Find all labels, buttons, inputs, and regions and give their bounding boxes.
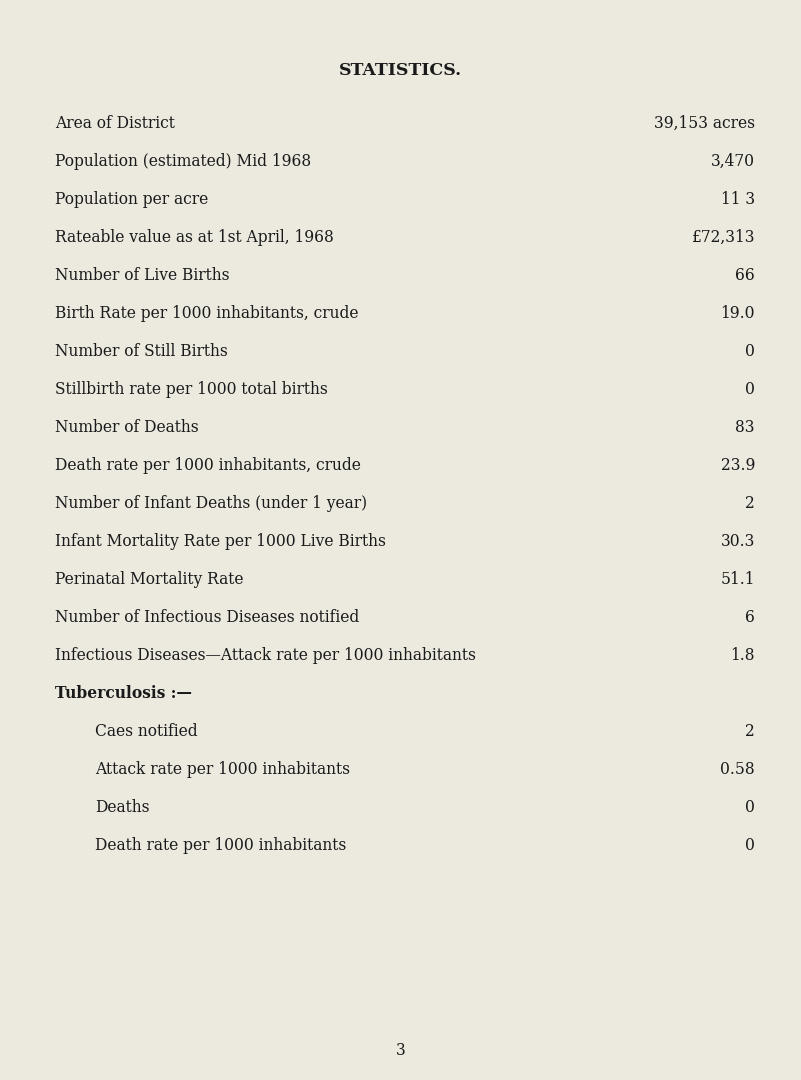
Text: STATISTICS.: STATISTICS. bbox=[339, 62, 462, 79]
Text: Rateable value as at 1st April, 1968: Rateable value as at 1st April, 1968 bbox=[55, 229, 334, 246]
Text: Number of Live Births: Number of Live Births bbox=[55, 267, 230, 284]
Text: 2: 2 bbox=[745, 723, 755, 740]
Text: 39,153 acres: 39,153 acres bbox=[654, 114, 755, 132]
Text: 23.9: 23.9 bbox=[721, 457, 755, 474]
Text: 0: 0 bbox=[745, 343, 755, 360]
Text: Population (estimated) Mid 1968: Population (estimated) Mid 1968 bbox=[55, 153, 311, 170]
Text: 11 3: 11 3 bbox=[721, 191, 755, 208]
Text: Number of Deaths: Number of Deaths bbox=[55, 419, 199, 436]
Text: Deaths: Deaths bbox=[95, 799, 150, 816]
Text: Caes notified: Caes notified bbox=[95, 723, 198, 740]
Text: Number of Infant Deaths (under 1 year): Number of Infant Deaths (under 1 year) bbox=[55, 495, 367, 512]
Text: 66: 66 bbox=[735, 267, 755, 284]
Text: Stillbirth rate per 1000 total births: Stillbirth rate per 1000 total births bbox=[55, 381, 328, 399]
Text: 19.0: 19.0 bbox=[721, 305, 755, 322]
Text: Death rate per 1000 inhabitants, crude: Death rate per 1000 inhabitants, crude bbox=[55, 457, 361, 474]
Text: 0: 0 bbox=[745, 381, 755, 399]
Text: 30.3: 30.3 bbox=[721, 534, 755, 550]
Text: Area of District: Area of District bbox=[55, 114, 175, 132]
Text: Perinatal Mortality Rate: Perinatal Mortality Rate bbox=[55, 571, 244, 588]
Text: Death rate per 1000 inhabitants: Death rate per 1000 inhabitants bbox=[95, 837, 346, 854]
Text: Birth Rate per 1000 inhabitants, crude: Birth Rate per 1000 inhabitants, crude bbox=[55, 305, 359, 322]
Text: 6: 6 bbox=[745, 609, 755, 626]
Text: Number of Still Births: Number of Still Births bbox=[55, 343, 227, 360]
Text: Infectious Diseases—Attack rate per 1000 inhabitants: Infectious Diseases—Attack rate per 1000… bbox=[55, 647, 476, 664]
Text: 0.58: 0.58 bbox=[720, 761, 755, 778]
Text: Attack rate per 1000 inhabitants: Attack rate per 1000 inhabitants bbox=[95, 761, 350, 778]
Text: £72,313: £72,313 bbox=[691, 229, 755, 246]
Text: 0: 0 bbox=[745, 799, 755, 816]
Text: 3: 3 bbox=[396, 1042, 405, 1059]
Text: 0: 0 bbox=[745, 837, 755, 854]
Text: Tuberculosis :—: Tuberculosis :— bbox=[55, 685, 192, 702]
Text: 1.8: 1.8 bbox=[731, 647, 755, 664]
Text: Number of Infectious Diseases notified: Number of Infectious Diseases notified bbox=[55, 609, 360, 626]
Text: 51.1: 51.1 bbox=[721, 571, 755, 588]
Text: 3,470: 3,470 bbox=[711, 153, 755, 170]
Text: Infant Mortality Rate per 1000 Live Births: Infant Mortality Rate per 1000 Live Birt… bbox=[55, 534, 386, 550]
Text: Population per acre: Population per acre bbox=[55, 191, 208, 208]
Text: 2: 2 bbox=[745, 495, 755, 512]
Text: 83: 83 bbox=[735, 419, 755, 436]
